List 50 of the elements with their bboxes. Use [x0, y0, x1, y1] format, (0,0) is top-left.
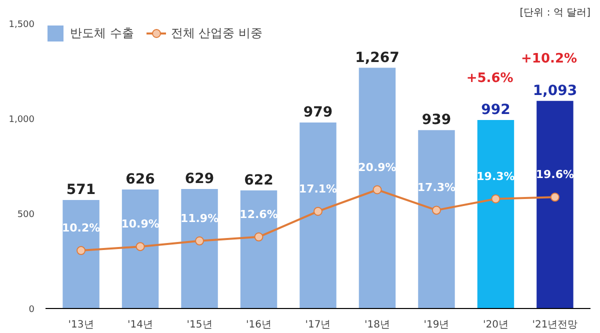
- data-label: 1,267: [355, 50, 400, 66]
- data-label: 571: [66, 182, 96, 198]
- data-label: 19.6%: [536, 168, 574, 182]
- data-label: 17.3%: [417, 181, 456, 194]
- x-tick-label: '15년: [186, 320, 212, 330]
- bar: [477, 120, 514, 308]
- data-label: 629: [184, 170, 214, 187]
- bar: [358, 68, 396, 308]
- point: [195, 236, 204, 246]
- annotation: +10.2%: [521, 51, 578, 66]
- legend-label: 반도체 수출: [70, 24, 134, 42]
- data-label: 939: [422, 112, 452, 128]
- point: [491, 194, 500, 204]
- point: [372, 185, 382, 194]
- point: [550, 192, 560, 202]
- y-tick-label: 500: [17, 210, 35, 220]
- data-label: 979: [303, 104, 333, 120]
- data-label: 992: [481, 102, 510, 118]
- x-tick-label: '17년: [305, 320, 331, 330]
- x-tick-label: '21년전망: [532, 320, 578, 330]
- point: [254, 232, 264, 242]
- bar: [536, 100, 574, 308]
- y-tick-label: 0: [28, 305, 35, 315]
- x-tick-label: '20년: [482, 320, 508, 330]
- point: [432, 206, 441, 215]
- point: [136, 242, 145, 252]
- point: [314, 206, 322, 216]
- bar: [122, 190, 159, 308]
- legend-label: 전체 산업중 비중: [170, 24, 262, 42]
- data-label: 622: [244, 172, 274, 188]
- text: [단위 : 억 달러]: [520, 8, 591, 18]
- point: [76, 246, 86, 256]
- bar: [300, 122, 336, 308]
- data-label: 11.9%: [180, 212, 219, 225]
- x-tick-label: '16년: [246, 320, 272, 330]
- data-label: 10.2%: [62, 222, 100, 235]
- x-tick-label: '19년: [424, 320, 450, 330]
- bar: [181, 188, 218, 308]
- data-label: 626: [126, 172, 155, 188]
- bar: [62, 200, 100, 308]
- annotation: +5.6%: [466, 71, 514, 86]
- x-tick-label: '13년: [68, 320, 94, 330]
- bar: [418, 130, 455, 308]
- y-tick-label: 1,500: [8, 20, 35, 30]
- data-label: 1,093: [532, 82, 578, 99]
- x-tick-label: '14년: [128, 320, 154, 330]
- y-tick-label: 1,000: [8, 115, 35, 125]
- data-label: 17.1%: [298, 182, 338, 196]
- bar: [240, 190, 278, 308]
- x-tick-label: '18년: [364, 320, 390, 330]
